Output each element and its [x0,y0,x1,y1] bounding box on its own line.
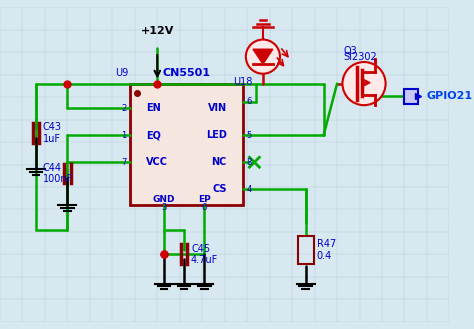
Text: EP: EP [198,195,211,204]
Text: 8: 8 [246,158,252,167]
Text: 1: 1 [121,131,127,140]
Text: Q3: Q3 [344,46,357,56]
Polygon shape [253,49,273,64]
Text: 3: 3 [161,203,167,212]
FancyBboxPatch shape [404,89,418,104]
Text: VIN: VIN [208,103,227,113]
Text: CN5501: CN5501 [163,68,210,78]
Text: 6: 6 [246,97,252,106]
Text: VCC: VCC [146,157,168,167]
Text: NC: NC [211,157,227,167]
Text: CS: CS [212,184,227,194]
Text: U9: U9 [115,68,128,78]
Text: GND: GND [153,195,175,204]
Text: +12V: +12V [141,26,174,37]
Circle shape [246,39,280,74]
Text: 7: 7 [121,158,127,167]
Text: EN: EN [146,103,161,113]
Text: R47
0.4: R47 0.4 [317,239,336,261]
Circle shape [342,62,386,105]
Text: C45
4.7uF: C45 4.7uF [191,243,218,265]
Text: 6: 6 [202,203,207,212]
Text: SI2302: SI2302 [344,52,378,62]
FancyBboxPatch shape [130,84,243,205]
Text: 2: 2 [121,104,127,113]
Text: C43
1uF: C43 1uF [43,122,62,144]
Text: EQ: EQ [146,130,161,140]
Text: 5: 5 [246,131,252,140]
Text: 4: 4 [246,185,252,194]
Text: C44
100nF: C44 100nF [43,163,73,184]
Text: U18: U18 [233,77,252,87]
Text: LED: LED [206,130,227,140]
Text: GPIO21: GPIO21 [426,91,472,101]
